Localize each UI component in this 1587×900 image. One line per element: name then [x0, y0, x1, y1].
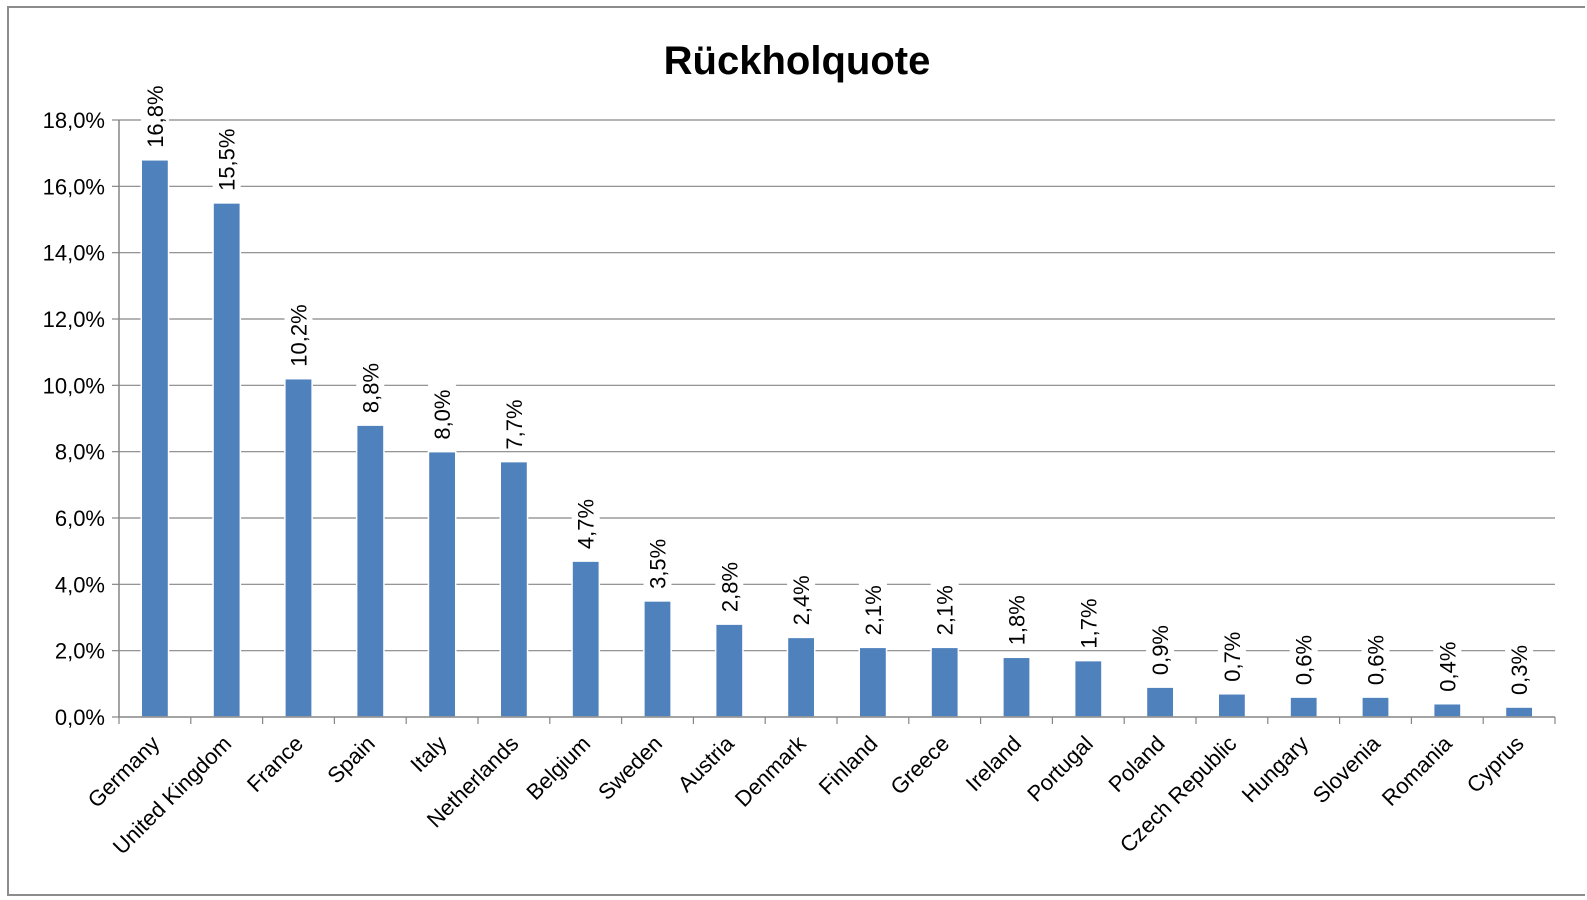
y-tick-label: 4,0%	[55, 572, 105, 597]
x-tick-label: Austria	[673, 730, 740, 797]
y-tick-label: 0,0%	[55, 705, 105, 730]
data-label-backdrop	[284, 298, 313, 367]
data-label-backdrop	[930, 579, 959, 636]
data-label-backdrop	[1361, 629, 1390, 686]
data-label: 0,6%	[1364, 635, 1389, 685]
data-label: 0,6%	[1292, 635, 1317, 685]
data-label: 7,7%	[502, 399, 527, 449]
data-label: 1,8%	[1005, 595, 1030, 645]
data-label-backdrop	[1217, 625, 1246, 682]
data-label: 2,1%	[933, 585, 958, 635]
bar-denmark	[786, 636, 816, 718]
data-label-backdrop	[1002, 589, 1031, 646]
data-label-backdrop	[499, 393, 528, 450]
bar-romania	[1432, 702, 1462, 718]
data-label: 16,8%	[143, 85, 168, 147]
data-label-backdrop	[1505, 639, 1534, 696]
x-tick-label: Cyprus	[1462, 731, 1529, 798]
data-label: 0,7%	[1220, 632, 1245, 682]
data-label: 3,5%	[646, 539, 671, 589]
y-tick-label: 6,0%	[55, 506, 105, 531]
bar-czech-republic	[1217, 693, 1247, 718]
bar-finland	[858, 646, 888, 718]
y-tick-label: 18,0%	[43, 108, 105, 133]
data-label-backdrop	[787, 569, 816, 626]
x-tick-label: Poland	[1104, 731, 1170, 797]
bar-portugal	[1073, 659, 1103, 718]
chart-canvas: 0,0% 2,0% 4,0% 6,0% 8,0% 10,0% 12,0% 14,0% 16,0%…	[43, 39, 1556, 859]
bars-layer	[140, 159, 1534, 718]
data-label: 0,4%	[1435, 642, 1460, 692]
x-tick-label: Spain	[322, 731, 379, 788]
grid-layer	[119, 119, 1555, 652]
data-label: 0,9%	[1148, 625, 1173, 675]
axis-layer: 0,0% 2,0% 4,0% 6,0% 8,0% 10,0% 12,0% 14,0% 16,0%…	[43, 108, 1556, 730]
data-label: 2,1%	[861, 585, 886, 635]
bar-belgium	[571, 560, 601, 718]
chart-title: Rückholquote	[664, 39, 931, 83]
data-label-backdrop	[1289, 629, 1318, 686]
data-label-backdrop	[1433, 635, 1462, 692]
data-label: 8,0%	[430, 390, 455, 440]
y-tick-label: 10,0%	[43, 373, 105, 398]
x-tick-label: Italy	[405, 731, 451, 777]
bar-france	[284, 377, 313, 718]
data-label: 10,2%	[287, 304, 312, 366]
y-tick-label: 8,0%	[55, 440, 105, 465]
chart-frame: 0,0% 2,0% 4,0% 6,0% 8,0% 10,0% 12,0% 14,0% 16,0%…	[7, 6, 1585, 896]
x-tick-label: Slovenia	[1308, 730, 1386, 808]
bar-poland	[1145, 686, 1175, 718]
x-tick-label: Denmark	[730, 730, 811, 811]
data-label-backdrop	[715, 556, 744, 613]
x-tick-label: Portugal	[1022, 731, 1098, 807]
data-label-backdrop	[571, 493, 600, 550]
data-label: 4,7%	[574, 499, 599, 549]
y-tick-label: 2,0%	[55, 639, 105, 664]
data-label-backdrop	[1146, 619, 1175, 676]
data-label: 2,8%	[717, 562, 742, 612]
bar-netherlands	[499, 460, 529, 718]
bar-italy	[427, 450, 457, 718]
bar-slovenia	[1361, 696, 1390, 718]
x-tick-label: Sweden	[593, 731, 667, 805]
y-tick-label: 16,0%	[43, 174, 105, 199]
bar-austria	[714, 623, 744, 718]
bar-sweden	[643, 600, 672, 718]
x-tick-label: Finland	[814, 731, 883, 800]
data-label-backdrop	[643, 532, 672, 589]
bar-ireland	[1002, 656, 1031, 718]
bar-spain	[355, 424, 385, 718]
y-tick-label: 14,0%	[43, 241, 105, 266]
bar-germany	[140, 159, 170, 718]
x-tick-label: Ireland	[961, 731, 1026, 796]
data-label-backdrop	[140, 79, 169, 148]
x-tick-label: Belgium	[521, 731, 595, 805]
x-tick-label: France	[242, 731, 308, 797]
bar-greece	[930, 646, 960, 718]
data-label-backdrop	[1074, 592, 1103, 649]
data-label: 2,4%	[789, 575, 814, 625]
bar-cyprus	[1504, 706, 1534, 718]
bar-hungary	[1289, 696, 1319, 718]
x-tick-label: Romania	[1377, 730, 1457, 810]
data-label-backdrop	[858, 579, 887, 636]
x-tick-label: Hungary	[1237, 731, 1313, 807]
data-label: 1,7%	[1076, 598, 1101, 648]
x-tick-label: Greece	[886, 731, 955, 800]
data-label: 0,3%	[1507, 645, 1532, 695]
bar-united-kingdom	[212, 202, 242, 718]
data-label-backdrop	[428, 383, 457, 440]
data-label: 15,5%	[215, 129, 240, 191]
data-label-backdrop	[356, 357, 385, 414]
y-tick-label: 12,0%	[43, 307, 105, 332]
data-label-backdrop	[212, 122, 241, 191]
data-label: 8,8%	[358, 363, 383, 413]
